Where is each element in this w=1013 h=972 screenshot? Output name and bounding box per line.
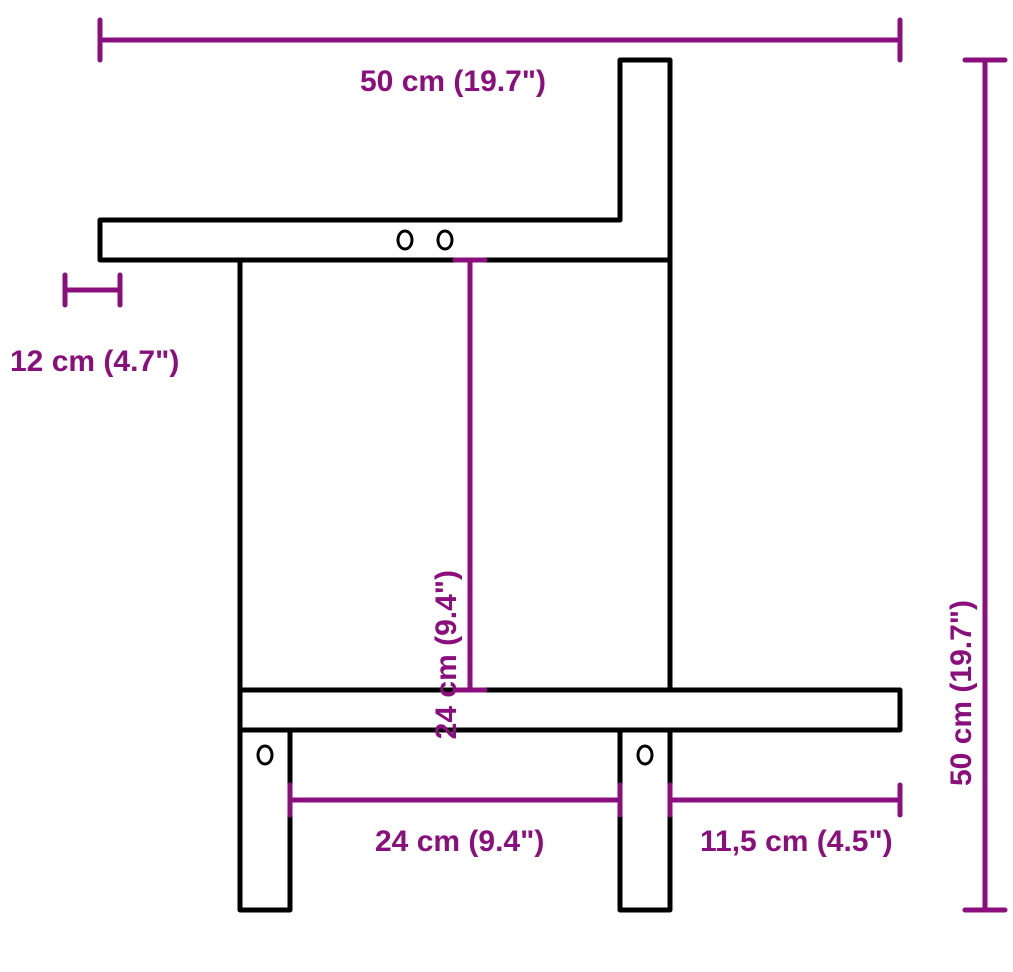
label-bottom-left-span: 24 cm (9.4") [375, 825, 544, 859]
label-bottom-right-span: 11,5 cm (4.5") [700, 825, 893, 859]
label-left-depth: 12 cm (4.7") [10, 345, 179, 379]
label-center-vertical: 24 cm (9.4") [430, 570, 464, 739]
dimension-lines-group [65, 20, 1005, 910]
label-top-width: 50 cm (19.7") [360, 65, 546, 99]
label-right-height: 50 cm (19.7") [945, 600, 979, 786]
shelf-outline-group [100, 60, 900, 910]
